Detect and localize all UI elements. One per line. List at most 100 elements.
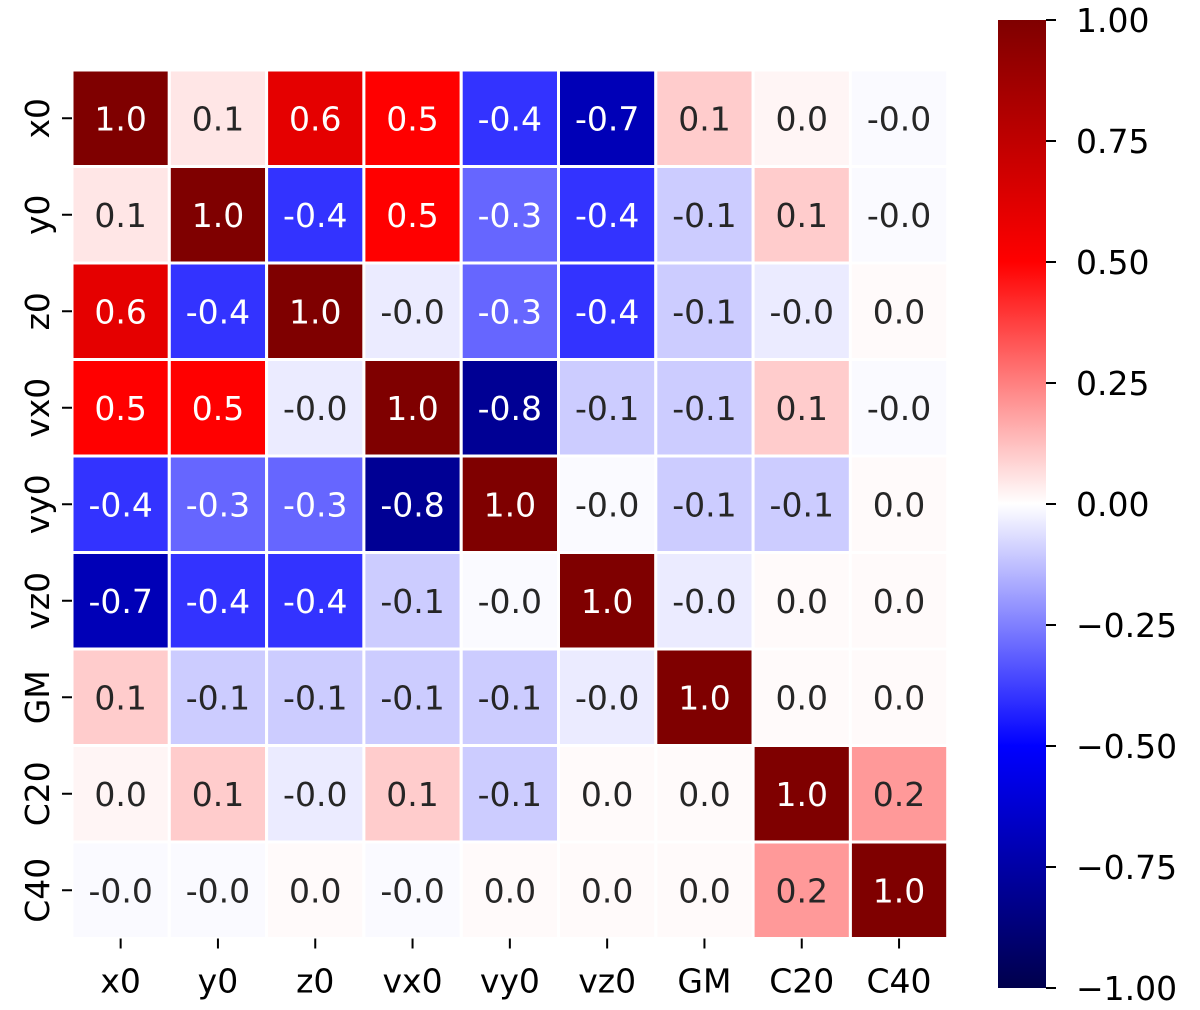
- y-tick-label-vy0: vy0: [18, 474, 57, 534]
- heatmap-grid: [70, 68, 950, 940]
- cell-label-C40-x0: -0.0: [88, 871, 152, 910]
- cell-label-vz0-vy0: -0.0: [478, 582, 542, 621]
- x-tick-label-z0: z0: [296, 962, 334, 1001]
- heatmap-cell-vz0-vy0: [459, 551, 561, 651]
- y-tick-label-x0: x0: [18, 98, 57, 139]
- cell-label-vy0-GM: -0.1: [672, 485, 736, 524]
- cell-label-C20-vx0: 0.1: [386, 775, 438, 814]
- heatmap-cell-GM-GM: [654, 647, 755, 747]
- colorbar-tick-label-2: 0.50: [1076, 243, 1149, 282]
- heatmap-cell-C20-C40: [848, 744, 950, 844]
- heatmap-cell-vz0-vz0: [557, 551, 658, 651]
- cell-label-vz0-z0: -0.4: [283, 582, 347, 621]
- cell-label-vy0-y0: -0.3: [186, 485, 250, 524]
- colorbar: 1.00 0.75 0.50 0.25 0.00 −0.25 −0.50 −0.75 −1.00: [998, 1, 1177, 1008]
- heatmap-cell-y0-z0: [265, 165, 366, 265]
- heatmap-cell-vy0-x0: [70, 454, 171, 554]
- y-tick-label-GM: GM: [18, 670, 57, 724]
- x-tick-label-GM: GM: [677, 962, 731, 1001]
- cell-label-vy0-vy0: 1.0: [484, 485, 536, 524]
- cell-label-x0-vx0: 0.5: [386, 99, 438, 138]
- cell-label-x0-y0: 0.1: [192, 99, 244, 138]
- heatmap-cell-vz0-C40: [848, 551, 950, 651]
- cell-label-vx0-vy0: -0.8: [478, 389, 542, 428]
- cell-label-C20-z0: -0.0: [283, 775, 347, 814]
- heatmap-cell-y0-GM: [654, 165, 755, 265]
- cell-label-x0-C20: 0.0: [776, 99, 828, 138]
- cell-label-x0-GM: 0.1: [678, 99, 730, 138]
- cell-label-GM-C40: 0.0: [873, 678, 925, 717]
- heatmap-cell-C20-vx0: [362, 744, 463, 844]
- cell-label-z0-x0: 0.6: [94, 292, 146, 331]
- cell-label-vy0-vx0: -0.8: [380, 485, 444, 524]
- heatmap-cell-vz0-y0: [167, 551, 269, 651]
- heatmap-cell-x0-C20: [751, 68, 852, 168]
- x-axis: x0 y0 z0 vx0 vy0 vz0 GM C20 C40: [100, 938, 932, 1001]
- heatmap-cell-GM-y0: [167, 647, 269, 747]
- heatmap-cell-z0-y0: [167, 261, 269, 361]
- heatmap-cell-x0-vz0: [557, 68, 658, 168]
- cell-label-C20-C40: 0.2: [873, 775, 925, 814]
- colorbar-gradient: [998, 20, 1046, 988]
- cell-label-GM-vy0: -0.1: [478, 678, 542, 717]
- cell-label-C40-y0: -0.0: [186, 871, 250, 910]
- cell-label-y0-C40: -0.0: [867, 196, 931, 235]
- cell-label-z0-y0: -0.4: [186, 292, 250, 331]
- cell-label-vx0-y0: 0.5: [192, 389, 244, 428]
- x-tick-label-y0: y0: [198, 962, 239, 1001]
- colorbar-tick-label-5: −0.25: [1076, 606, 1177, 645]
- heatmap-cell-vz0-vx0: [362, 551, 463, 651]
- cell-label-C20-x0: 0.0: [94, 775, 146, 814]
- heatmap-cell-GM-vy0: [459, 647, 561, 747]
- heatmap-cell-vz0-z0: [265, 551, 366, 651]
- heatmap-cell-vz0-C20: [751, 551, 852, 651]
- cell-label-C40-C40: 1.0: [873, 871, 925, 910]
- y-tick-label-y0: y0: [18, 194, 57, 235]
- cell-label-vz0-x0: -0.7: [88, 582, 152, 621]
- colorbar-tick-label-8: −1.00: [1076, 969, 1177, 1008]
- cell-label-vz0-GM: -0.0: [672, 582, 736, 621]
- heatmap-cell-y0-vy0: [459, 165, 561, 265]
- heatmap-cell-C40-C40: [848, 840, 950, 940]
- cell-label-GM-y0: -0.1: [186, 678, 250, 717]
- heatmap-cell-z0-z0: [265, 261, 366, 361]
- cell-label-GM-x0: 0.1: [94, 678, 146, 717]
- heatmap-cell-x0-y0: [167, 68, 269, 168]
- cell-label-vy0-z0: -0.3: [283, 485, 347, 524]
- cell-label-vz0-C40: 0.0: [873, 582, 925, 621]
- cell-label-vx0-C20: 0.1: [776, 389, 828, 428]
- heatmap-cell-C40-z0: [265, 840, 366, 940]
- colorbar-tick-label-3: 0.25: [1076, 364, 1149, 403]
- colorbar-tick-label-1: 0.75: [1076, 122, 1149, 161]
- cell-label-y0-vz0: -0.4: [575, 196, 639, 235]
- x-tick-label-vz0: vz0: [578, 962, 636, 1001]
- cell-label-y0-GM: -0.1: [672, 196, 736, 235]
- cell-label-C20-vz0: 0.0: [581, 775, 633, 814]
- cell-label-y0-z0: -0.4: [283, 196, 347, 235]
- cell-label-C40-GM: 0.0: [678, 871, 730, 910]
- heatmap-cell-vx0-y0: [167, 358, 269, 458]
- cell-label-C20-GM: 0.0: [678, 775, 730, 814]
- cell-label-vz0-C20: 0.0: [776, 582, 828, 621]
- x-tick-label-vx0: vx0: [383, 962, 443, 1001]
- heatmap-cell-z0-vy0: [459, 261, 561, 361]
- cell-label-vx0-x0: 0.5: [94, 389, 146, 428]
- cell-label-x0-x0: 1.0: [94, 99, 146, 138]
- cell-label-vy0-C20: -0.1: [770, 485, 834, 524]
- cell-label-x0-z0: 0.6: [289, 99, 341, 138]
- y-tick-label-C40: C40: [18, 858, 57, 923]
- cell-label-C20-C20: 1.0: [776, 775, 828, 814]
- cell-label-vz0-vx0: -0.1: [380, 582, 444, 621]
- cell-label-x0-vy0: -0.4: [478, 99, 542, 138]
- cell-label-vy0-vz0: -0.0: [575, 485, 639, 524]
- cell-label-C40-z0: 0.0: [289, 871, 341, 910]
- cell-label-GM-vx0: -0.1: [380, 678, 444, 717]
- heatmap-cell-C40-vy0: [459, 840, 561, 940]
- colorbar-tick-label-4: 0.00: [1076, 485, 1149, 524]
- cell-label-z0-GM: -0.1: [672, 292, 736, 331]
- cell-label-z0-C40: 0.0: [873, 292, 925, 331]
- y-tick-label-vx0: vx0: [18, 378, 57, 438]
- heatmap-cell-C40-vx0: [362, 840, 463, 940]
- cell-label-vx0-GM: -0.1: [672, 389, 736, 428]
